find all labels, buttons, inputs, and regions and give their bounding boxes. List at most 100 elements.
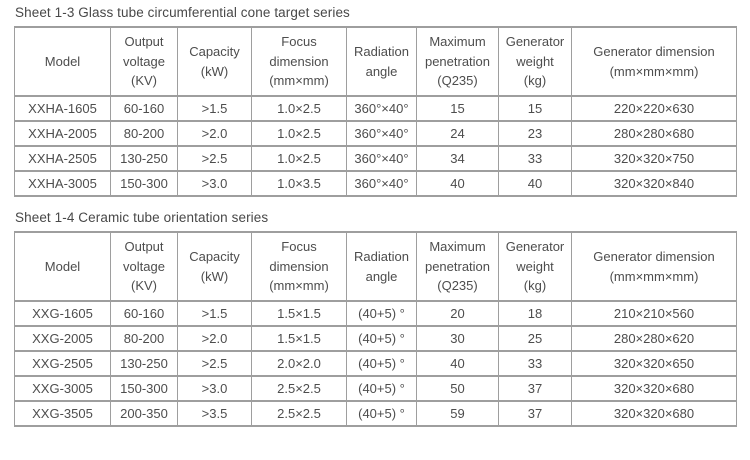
cell-max-penetration: 34: [416, 145, 499, 172]
cell-capacity: >1.5: [177, 95, 252, 122]
cell-focus-dimension: 2.0×2.0: [251, 350, 347, 377]
cell-output-voltage: 130-250: [110, 350, 178, 377]
cell-generator-dimension: 320×320×840: [571, 170, 737, 197]
cell-model: XXHA-1605: [14, 95, 111, 122]
cell-capacity: >3.0: [177, 375, 252, 402]
table-row: XXG-1605 60-160 >1.5 1.5×1.5 (40+5) ° 20…: [14, 300, 737, 327]
table-row: XXHA-3005 150-300 >3.0 1.0×3.5 360°×40° …: [14, 170, 737, 197]
header-row: Model Output voltage (KV) Capacity (kW) …: [14, 231, 737, 302]
table-row: XXHA-1605 60-160 >1.5 1.0×2.5 360°×40° 1…: [14, 95, 737, 122]
header-model: Model: [14, 231, 111, 302]
cell-generator-dimension: 320×320×680: [571, 375, 737, 402]
header-output-voltage: Output voltage (KV): [110, 26, 178, 97]
cell-generator-weight: 18: [498, 300, 572, 327]
cell-focus-dimension: 1.0×2.5: [251, 145, 347, 172]
cell-focus-dimension: 1.5×1.5: [251, 325, 347, 352]
spec-table-ceramic-tube: Model Output voltage (KV) Capacity (kW) …: [14, 231, 737, 427]
spec-table-section-glass-tube: Sheet 1-3 Glass tube circumferential con…: [14, 5, 737, 197]
header-capacity: Capacity (kW): [177, 231, 252, 302]
cell-output-voltage: 150-300: [110, 375, 178, 402]
cell-model: XXHA-2005: [14, 120, 111, 147]
cell-radiation-angle: (40+5) °: [346, 400, 417, 427]
cell-max-penetration: 59: [416, 400, 499, 427]
cell-generator-weight: 37: [498, 375, 572, 402]
cell-capacity: >2.5: [177, 145, 252, 172]
cell-generator-dimension: 280×280×620: [571, 325, 737, 352]
cell-max-penetration: 50: [416, 375, 499, 402]
header-generator-weight: Generator weight (kg): [498, 26, 572, 97]
cell-generator-weight: 25: [498, 325, 572, 352]
header-max-penetration: Maximum penetration (Q235): [416, 231, 499, 302]
cell-capacity: >3.5: [177, 400, 252, 427]
spec-table-section-ceramic-tube: Sheet 1-4 Ceramic tube orientation serie…: [14, 210, 737, 427]
cell-output-voltage: 200-350: [110, 400, 178, 427]
cell-focus-dimension: 1.0×2.5: [251, 120, 347, 147]
cell-capacity: >2.0: [177, 325, 252, 352]
cell-generator-dimension: 320×320×650: [571, 350, 737, 377]
header-generator-dimension: Generator dimension (mm×mm×mm): [571, 26, 737, 97]
cell-radiation-angle: 360°×40°: [346, 170, 417, 197]
cell-max-penetration: 20: [416, 300, 499, 327]
cell-generator-weight: 23: [498, 120, 572, 147]
table-row: XXHA-2005 80-200 >2.0 1.0×2.5 360°×40° 2…: [14, 120, 737, 147]
cell-model: XXG-2505: [14, 350, 111, 377]
cell-focus-dimension: 1.0×2.5: [251, 95, 347, 122]
cell-radiation-angle: 360°×40°: [346, 145, 417, 172]
cell-focus-dimension: 2.5×2.5: [251, 400, 347, 427]
table-row: XXG-2005 80-200 >2.0 1.5×1.5 (40+5) ° 30…: [14, 325, 737, 352]
cell-model: XXG-3005: [14, 375, 111, 402]
header-max-penetration: Maximum penetration (Q235): [416, 26, 499, 97]
header-capacity: Capacity (kW): [177, 26, 252, 97]
cell-max-penetration: 40: [416, 170, 499, 197]
cell-radiation-angle: (40+5) °: [346, 375, 417, 402]
cell-focus-dimension: 1.5×1.5: [251, 300, 347, 327]
cell-capacity: >1.5: [177, 300, 252, 327]
cell-max-penetration: 40: [416, 350, 499, 377]
cell-generator-weight: 15: [498, 95, 572, 122]
cell-generator-weight: 37: [498, 400, 572, 427]
cell-radiation-angle: 360°×40°: [346, 120, 417, 147]
cell-generator-dimension: 320×320×680: [571, 400, 737, 427]
cell-model: XXHA-2505: [14, 145, 111, 172]
header-output-voltage: Output voltage (KV): [110, 231, 178, 302]
cell-output-voltage: 80-200: [110, 325, 178, 352]
cell-model: XXG-3505: [14, 400, 111, 427]
cell-generator-weight: 40: [498, 170, 572, 197]
cell-output-voltage: 130-250: [110, 145, 178, 172]
cell-max-penetration: 30: [416, 325, 499, 352]
cell-capacity: >3.0: [177, 170, 252, 197]
header-generator-dimension: Generator dimension (mm×mm×mm): [571, 231, 737, 302]
spec-table-glass-tube: Model Output voltage (KV) Capacity (kW) …: [14, 26, 737, 197]
cell-model: XXG-1605: [14, 300, 111, 327]
cell-model: XXG-2005: [14, 325, 111, 352]
cell-generator-dimension: 280×280×680: [571, 120, 737, 147]
header-focus-dimension: Focus dimension (mm×mm): [251, 231, 347, 302]
header-model: Model: [14, 26, 111, 97]
header-radiation-angle: Radiation angle: [346, 26, 417, 97]
cell-capacity: >2.0: [177, 120, 252, 147]
header-focus-dimension: Focus dimension (mm×mm): [251, 26, 347, 97]
cell-radiation-angle: 360°×40°: [346, 95, 417, 122]
table-title-sheet-1-3: Sheet 1-3 Glass tube circumferential con…: [15, 5, 350, 20]
cell-generator-weight: 33: [498, 350, 572, 377]
cell-focus-dimension: 2.5×2.5: [251, 375, 347, 402]
cell-generator-dimension: 220×220×630: [571, 95, 737, 122]
cell-radiation-angle: (40+5) °: [346, 325, 417, 352]
table-row: XXHA-2505 130-250 >2.5 1.0×2.5 360°×40° …: [14, 145, 737, 172]
table-row: XXG-3505 200-350 >3.5 2.5×2.5 (40+5) ° 5…: [14, 400, 737, 427]
cell-generator-dimension: 210×210×560: [571, 300, 737, 327]
table-title-sheet-1-4: Sheet 1-4 Ceramic tube orientation serie…: [15, 210, 269, 225]
cell-max-penetration: 15: [416, 95, 499, 122]
cell-output-voltage: 60-160: [110, 95, 178, 122]
cell-generator-weight: 33: [498, 145, 572, 172]
header-row: Model Output voltage (KV) Capacity (kW) …: [14, 26, 737, 97]
cell-output-voltage: 150-300: [110, 170, 178, 197]
table-row: XXG-2505 130-250 >2.5 2.0×2.0 (40+5) ° 4…: [14, 350, 737, 377]
cell-focus-dimension: 1.0×3.5: [251, 170, 347, 197]
cell-model: XXHA-3005: [14, 170, 111, 197]
cell-max-penetration: 24: [416, 120, 499, 147]
cell-output-voltage: 60-160: [110, 300, 178, 327]
cell-capacity: >2.5: [177, 350, 252, 377]
cell-radiation-angle: (40+5) °: [346, 350, 417, 377]
